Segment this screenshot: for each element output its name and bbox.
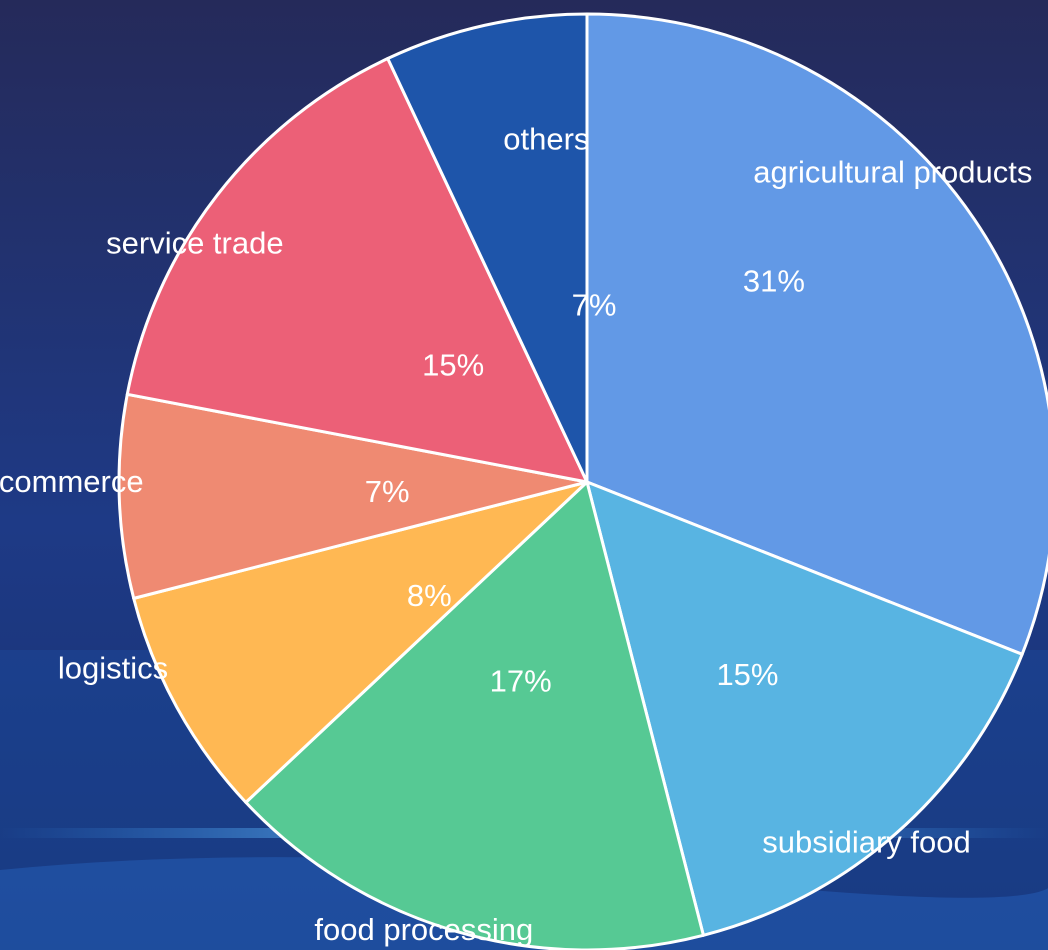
pie-slice-others [386,12,589,484]
pie-slice-service-trade [125,57,589,484]
slice-label-food-processing: food processing [314,912,533,947]
slice-label-logistics: logistics [58,650,168,685]
slice-percent-service-trade: 15% [422,347,484,382]
slice-percent-logistics: 8% [407,578,452,613]
slice-percent-e-commerce: 7% [365,474,410,509]
slice-percent-others: 7% [572,288,617,323]
pie-labels: agricultural products 31% subsidiary food 1… [0,121,1032,947]
pie-slice-food-processing [244,480,705,950]
slice-label-others: others [503,121,589,156]
pie-slice-e-commerce [117,392,589,600]
slice-label-agricultural-products: agricultural products [753,154,1032,189]
slice-label-subsidiary-food: subsidiary food [762,825,971,860]
pie-slice-subsidiary-food [585,480,1024,937]
slice-percent-food-processing: 17% [490,663,552,698]
slice-percent-subsidiary-food: 15% [716,657,778,692]
slice-label-e-commerce: e-commerce [0,464,144,499]
slice-label-service-trade: service trade [106,226,283,261]
slice-percent-agricultural-products: 31% [743,264,805,299]
pie-slice-logistics [132,480,589,804]
pie-slice-agricultural-products [585,12,1048,656]
pie-slices [117,12,1048,950]
